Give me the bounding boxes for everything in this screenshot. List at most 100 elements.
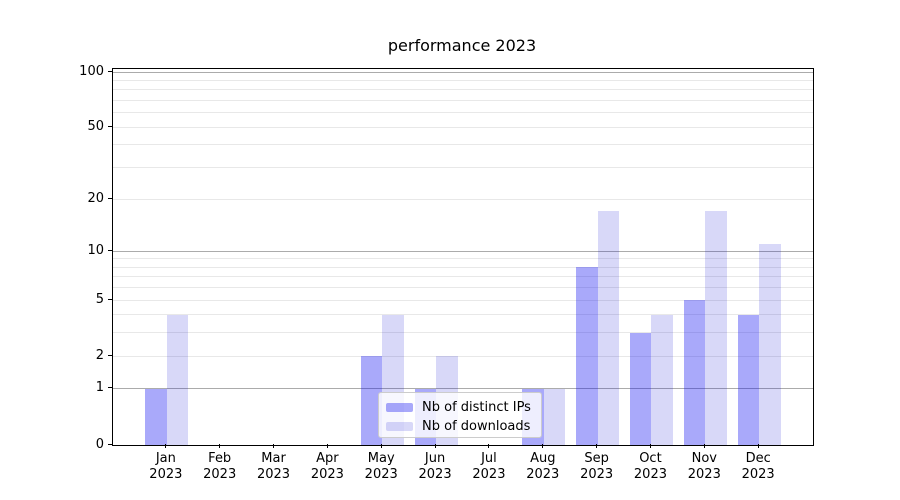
legend-swatch-distinct-ips [386,402,413,412]
x-tick-label: Jul 2023 [461,451,517,482]
y-gridline-minor [113,258,813,260]
x-tick-month: May [367,451,395,466]
y-tick-mark [108,197,112,199]
x-tick-mark [273,444,275,448]
y-gridline-minor [113,299,813,301]
x-tick-mark [219,444,221,448]
y-gridline-minor [113,89,813,91]
y-tick-label: 100 [79,63,104,79]
bar-distinct-ips [737,314,760,445]
y-tick-label: 50 [87,118,104,134]
legend-swatch-downloads [386,421,413,431]
x-tick-mark [596,444,598,448]
y-gridline-minor [113,112,813,114]
bar-distinct-ips [576,267,598,445]
x-tick-month: Feb [208,451,232,466]
x-tick-month: Nov [691,451,717,466]
y-gridline-minor [113,126,813,128]
y-gridline-minor [113,198,813,200]
bar-downloads [651,314,673,445]
x-tick-month: Dec [745,451,771,466]
y-gridline-minor [113,332,813,334]
y-gridline-minor [113,314,813,316]
y-gridline-major [113,71,813,73]
bar-distinct-ips [629,332,652,445]
plot-area [112,68,814,446]
bar-downloads [166,314,189,445]
x-tick-year: 2023 [149,466,183,482]
chart-title: performance 2023 [387,36,537,55]
x-tick-label: May 2023 [353,451,409,482]
x-tick-year: 2023 [687,466,721,482]
x-tick-mark [542,444,544,448]
x-tick-month: Jan [155,451,176,466]
x-tick-month: Mar [261,451,286,466]
bar-downloads [705,211,727,445]
bar-distinct-ips [360,356,383,445]
y-tick-label: 20 [87,190,104,206]
x-tick-label: Nov 2023 [676,451,732,482]
x-tick-label: Apr 2023 [299,451,355,482]
bar-downloads [543,388,566,445]
y-tick-label: 5 [95,291,104,307]
y-gridline-major [113,388,813,390]
y-tick-label: 10 [87,242,104,258]
y-tick-mark [108,249,112,251]
x-tick-label: Jun 2023 [407,451,463,482]
y-gridline-minor [113,276,813,278]
x-tick-year: 2023 [256,466,291,482]
x-tick-mark [380,444,382,448]
x-tick-year: 2023 [418,466,452,482]
legend-label-downloads: Nb of downloads [422,418,531,434]
x-tick-label: Aug 2023 [515,451,571,482]
x-tick-mark [165,444,167,448]
x-tick-label: Mar 2023 [246,451,302,482]
x-tick-mark [757,444,759,448]
y-gridline-minor [113,266,813,268]
x-tick-month: Aug [530,451,556,466]
y-tick-mark [108,443,112,445]
y-gridline-minor [113,287,813,289]
x-tick-label: Dec 2023 [730,451,786,482]
x-tick-mark [326,444,328,448]
y-tick-mark [108,354,112,356]
x-tick-year: 2023 [364,466,398,482]
x-tick-year: 2023 [203,466,237,482]
bar-distinct-ips [683,300,706,445]
y-tick-mark [108,387,112,389]
x-tick-month: Sep [584,451,609,466]
x-tick-month: Jul [481,451,497,466]
x-tick-year: 2023 [633,466,667,482]
y-tick-label: 1 [95,380,104,396]
x-tick-month: Jun [424,451,446,466]
y-gridline-minor [113,355,813,357]
y-gridline-minor [113,80,813,82]
legend: Nb of distinct IPs Nb of downloads [378,392,542,438]
x-tick-label: Oct 2023 [622,451,678,482]
x-tick-month: Apr [316,451,339,466]
y-tick-mark [108,125,112,127]
y-gridline-minor [113,167,813,169]
x-tick-year: 2023 [310,466,344,482]
y-gridline-minor [113,144,813,146]
bar-downloads [759,244,781,445]
y-tick-mark [108,70,112,72]
x-tick-year: 2023 [741,466,775,482]
x-tick-year: 2023 [472,466,506,482]
x-tick-year: 2023 [526,466,560,482]
x-tick-mark [488,444,490,448]
legend-label-distinct-ips: Nb of distinct IPs [422,399,531,415]
legend-item-downloads: Nb of downloads [386,417,534,435]
x-tick-mark [649,444,651,448]
legend-item-distinct-ips: Nb of distinct IPs [386,398,534,416]
x-tick-mark [703,444,705,448]
bar-distinct-ips [145,388,167,445]
y-tick-label: 0 [95,436,104,452]
x-tick-label: Feb 2023 [192,451,248,482]
y-tick-mark [108,298,112,300]
y-gridline-major [113,250,813,252]
x-tick-mark [434,444,436,448]
x-tick-month: Oct [639,451,662,466]
y-tick-label: 2 [95,347,104,363]
